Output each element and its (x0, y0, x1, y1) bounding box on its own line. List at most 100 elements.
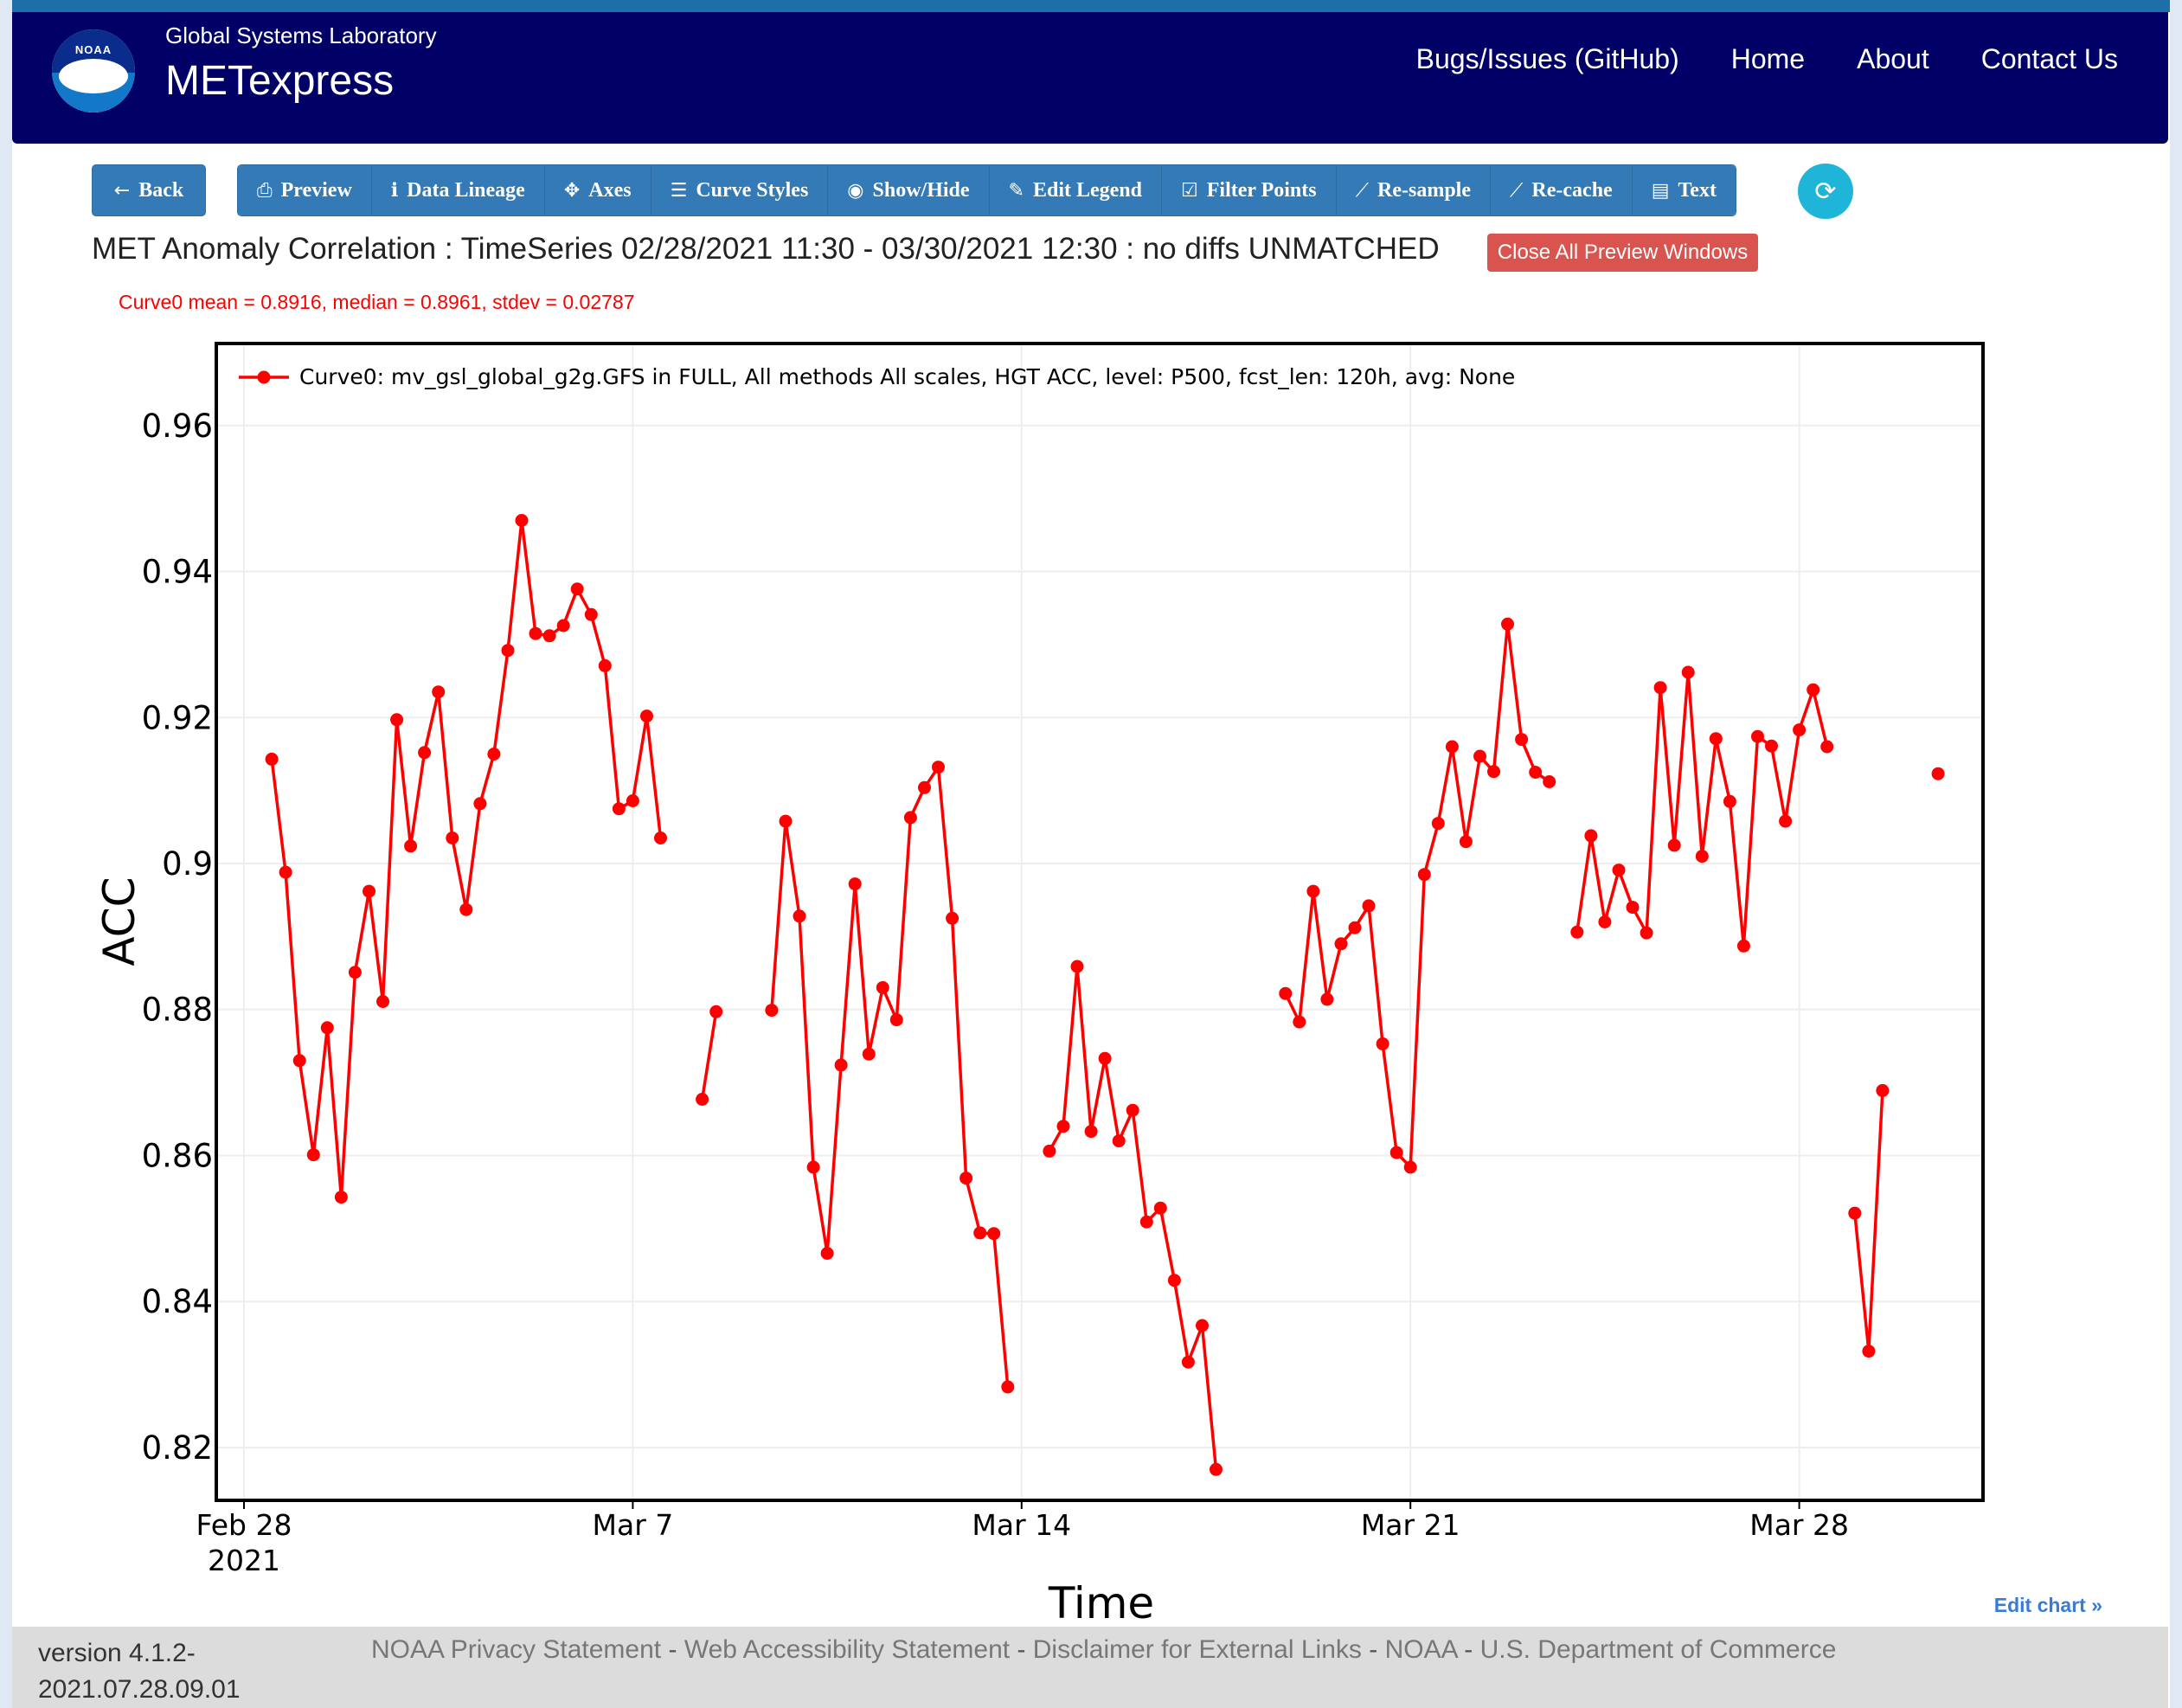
data-point (598, 658, 612, 672)
info-icon: ℹ (390, 179, 399, 202)
data-point (473, 797, 487, 811)
move-arrows-icon: ✥ (563, 179, 581, 202)
data-point (1570, 925, 1584, 939)
legend[interactable]: Curve0: mv_gsl_global_g2g.GFS in FULL, A… (239, 364, 1515, 389)
preview-label: Preview (280, 178, 352, 202)
data-point (1584, 829, 1598, 843)
y-tick-label: 0.84 (142, 1283, 213, 1320)
data-point (806, 1160, 820, 1174)
commerce-department-link[interactable]: U.S. Department of Commerce (1479, 1635, 1837, 1664)
nav-home-link[interactable]: Home (1730, 43, 1806, 74)
footer: version 4.1.2-2021.07.28.09.01 NOAA Priv… (12, 1627, 2168, 1708)
accessibility-statement-link[interactable]: Web Accessibility Statement (683, 1635, 1011, 1664)
y-axis-label: ACC (94, 876, 144, 966)
curve-styles-label: Curve Styles (696, 178, 809, 202)
data-point (654, 832, 667, 844)
text-button[interactable]: ▤ Text (1632, 165, 1736, 215)
nav-contact-us-link[interactable]: Contact Us (1980, 43, 2118, 74)
data-point (903, 811, 917, 825)
data-point (1515, 733, 1529, 747)
x-tick-label: Mar 28 (1749, 1508, 1849, 1542)
data-lineage-button[interactable]: ℹ Data Lineage (371, 165, 545, 215)
data-point (1640, 926, 1653, 940)
data-point (765, 1004, 779, 1018)
file-text-icon: ▤ (1651, 179, 1670, 202)
data-point (626, 794, 639, 807)
data-point (1056, 1120, 1070, 1133)
list-icon: ☰ (670, 179, 688, 202)
re-cache-button[interactable]: ⟋ Re-cache (1491, 165, 1633, 215)
data-point (1681, 665, 1695, 679)
data-point (1487, 765, 1500, 779)
data-point (1362, 899, 1376, 913)
data-point (432, 685, 446, 699)
data-point (390, 713, 404, 727)
privacy-statement-link[interactable]: NOAA Privacy Statement (371, 1635, 662, 1664)
noaa-link[interactable]: NOAA (1384, 1635, 1457, 1664)
filter-points-button[interactable]: ☑ Filter Points (1162, 165, 1337, 215)
show-hide-button[interactable]: ◉ Show/Hide (828, 165, 990, 215)
check-square-icon: ☑ (1181, 179, 1198, 202)
back-button[interactable]: ← Back (92, 164, 206, 216)
edit-chart-link[interactable]: Edit chart » (1993, 1594, 2102, 1616)
data-point (1598, 915, 1612, 928)
axes-button[interactable]: ✥ Axes (544, 165, 651, 215)
edit-legend-button[interactable]: ✎ Edit Legend (989, 165, 1162, 215)
data-point (1751, 729, 1764, 743)
nav-links: Bugs/Issues (GitHub) Home About Contact … (1416, 43, 2118, 75)
data-point (529, 626, 542, 640)
org-name: Global Systems Laboratory (165, 22, 437, 48)
data-point (1306, 884, 1320, 898)
x-tick-label: Mar 7 (593, 1508, 674, 1542)
data-point (876, 980, 889, 994)
window-left-border (0, 0, 12, 1708)
plot-title: MET Anomaly Correlation : TimeSeries 02/… (92, 232, 1440, 266)
data-point (320, 1021, 334, 1035)
y-tick-label: 0.9 (162, 845, 213, 883)
data-point (1167, 1274, 1181, 1287)
data-point (1501, 617, 1514, 631)
data-point (1820, 740, 1834, 754)
legend-label: Curve0: mv_gsl_global_g2g.GFS in FULL, A… (299, 364, 1515, 389)
data-point (376, 995, 389, 1008)
data-point (1459, 835, 1473, 849)
data-point (542, 629, 556, 643)
data-point (556, 619, 570, 632)
data-point (1431, 817, 1445, 831)
data-point (1543, 775, 1556, 788)
pencil-icon: ✎ (1008, 179, 1024, 202)
data-point (1210, 1462, 1223, 1476)
data-lineage-label: Data Lineage (407, 178, 525, 202)
nav-bugs-issues-link[interactable]: Bugs/Issues (GitHub) (1415, 43, 1679, 74)
re-sample-label: Re-sample (1377, 178, 1471, 202)
data-point (1862, 1345, 1876, 1358)
version-text: version 4.1.2-2021.07.28.09.01 (38, 1639, 241, 1704)
close-all-preview-windows-button[interactable]: Close All Preview Windows (1487, 234, 1758, 272)
data-point (348, 966, 362, 979)
noaa-logo[interactable]: NOAA (52, 29, 135, 112)
preview-button[interactable]: ⎙ Preview (238, 165, 372, 215)
data-point (779, 814, 793, 828)
external-links-disclaimer-link[interactable]: Disclaimer for External Links (1032, 1635, 1362, 1664)
footer-separator: - (1464, 1635, 1480, 1664)
curve-styles-button[interactable]: ☰ Curve Styles (651, 165, 829, 215)
x-tick-label: 2021 (208, 1544, 280, 1577)
data-point (515, 514, 529, 527)
y-tick-label: 0.92 (142, 699, 213, 736)
data-point (459, 902, 473, 916)
re-sample-button[interactable]: ⟋ Re-sample (1336, 165, 1491, 215)
y-tick-label: 0.94 (142, 554, 213, 591)
acc-timeseries-chart[interactable]: 0.82 0.84 0.86 0.88 0.9 0.92 0.94 0.96 Feb 28202… (0, 0, 2182, 1627)
data-point (1653, 681, 1667, 695)
refresh-button[interactable]: ⟳ (1798, 164, 1853, 219)
app-title[interactable]: METexpress (165, 58, 395, 104)
data-point (612, 802, 626, 816)
data-point (862, 1047, 876, 1061)
data-point (1417, 868, 1431, 882)
data-point (1279, 986, 1293, 1000)
data-point (946, 911, 959, 925)
nav-about-link[interactable]: About (1857, 43, 1929, 74)
legend-marker (257, 370, 271, 384)
data-point (1529, 766, 1543, 779)
back-label: Back (138, 178, 184, 202)
